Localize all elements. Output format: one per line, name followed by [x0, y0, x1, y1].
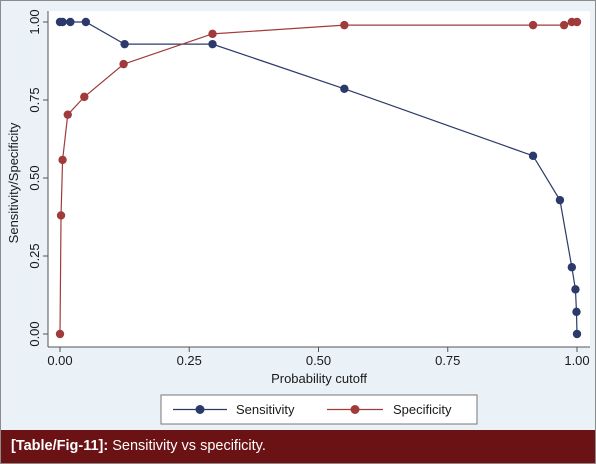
specificity-point	[55, 329, 65, 339]
x-tick-label: 0.00	[47, 353, 72, 368]
sensitivity-point	[208, 39, 217, 49]
legend-marker-specificity	[350, 405, 360, 414]
x-tick-label: 0.75	[435, 353, 460, 368]
caption-text: Sensitivity vs specificity.	[108, 438, 266, 454]
tick-marks: 0.00 0.25 0.50 0.75 1.00 0.00 0.25 0.50 0.75 1.00	[27, 9, 590, 368]
sensitivity-point	[340, 84, 349, 93]
sensitivity-point	[571, 285, 580, 294]
y-axis-title: Sensitivity/Specificity	[6, 122, 21, 243]
x-tick-label: 1.00	[564, 353, 589, 368]
legend-marker-sensitivity	[195, 405, 205, 414]
x-axis-title: Probability cutoff	[271, 371, 367, 386]
y-tick-label: 1.00	[27, 9, 42, 34]
specificity-point	[572, 17, 582, 27]
sensitivity-point	[81, 17, 91, 27]
sensitivity-point	[528, 151, 538, 161]
y-tick-label: 0.50	[27, 165, 42, 190]
y-tick-label: 0.00	[27, 321, 42, 346]
specificity-point	[58, 155, 67, 165]
series-layer	[55, 17, 582, 339]
x-tick-label: 0.25	[177, 353, 202, 368]
legend-label-specificity: Specificity	[393, 402, 452, 417]
sensitivity-point	[572, 307, 581, 317]
sensitivity-point	[555, 195, 565, 205]
legend-label-sensitivity: Sensitivity	[236, 402, 295, 417]
series-specificity	[55, 17, 582, 339]
sensitivity-point	[120, 39, 129, 49]
sensitivity-point	[567, 263, 577, 272]
sensitivity-point	[572, 329, 582, 339]
y-tick-label: 0.25	[27, 243, 42, 268]
figure-caption: [Table/Fig-11]: Sensitivity vs specifici…	[1, 430, 595, 463]
plot-background	[48, 11, 590, 347]
specificity-point	[340, 20, 349, 30]
specificity-point	[208, 29, 217, 39]
specificity-point	[559, 20, 569, 30]
y-tick-label: 0.75	[27, 87, 42, 112]
specificity-point	[63, 110, 72, 119]
sensitivity-point	[58, 17, 67, 27]
chart: 0.00 0.25 0.50 0.75 1.00 0.00 0.25 0.50 0.75 1.00…	[6, 9, 590, 425]
series-sensitivity	[55, 17, 582, 339]
legend: Sensitivity Specificity	[160, 394, 478, 425]
sensitivity-point	[66, 17, 75, 27]
specificity-point	[528, 20, 538, 30]
specificity-point	[56, 211, 66, 220]
x-tick-label: 0.50	[306, 353, 331, 368]
caption-label: [Table/Fig-11]:	[11, 438, 109, 454]
specificity-point	[80, 92, 89, 102]
specificity-point	[119, 59, 128, 69]
